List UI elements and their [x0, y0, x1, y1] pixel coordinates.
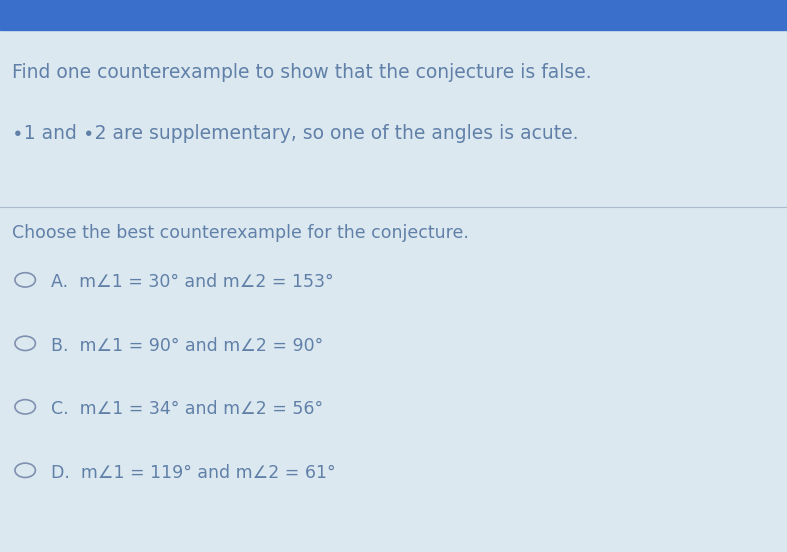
Text: B.  m∠1 = 90° and m∠2 = 90°: B. m∠1 = 90° and m∠2 = 90°: [51, 337, 323, 355]
Bar: [0, 0, 787, 30]
Text: D.  m∠1 = 119° and m∠2 = 61°: D. m∠1 = 119° and m∠2 = 61°: [51, 464, 336, 482]
Text: C.  m∠1 = 34° and m∠2 = 56°: C. m∠1 = 34° and m∠2 = 56°: [51, 400, 323, 418]
Text: ∙1 and ∙2 are supplementary, so one of the angles is acute.: ∙1 and ∙2 are supplementary, so one of t…: [12, 124, 578, 143]
Text: A.  m∠1 = 30° and m∠2 = 153°: A. m∠1 = 30° and m∠2 = 153°: [51, 273, 334, 291]
Text: Find one counterexample to show that the conjecture is false.: Find one counterexample to show that the…: [12, 63, 591, 82]
Text: Choose the best counterexample for the conjecture.: Choose the best counterexample for the c…: [12, 224, 469, 242]
